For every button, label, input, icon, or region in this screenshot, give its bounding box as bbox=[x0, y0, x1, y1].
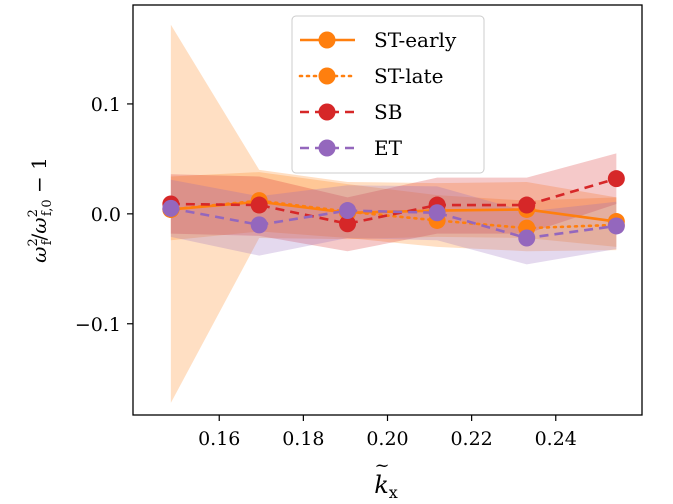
line-st-early bbox=[170, 200, 617, 223]
legend-label-st-early: ST-early bbox=[374, 28, 457, 52]
legend-label-et: ET bbox=[374, 136, 403, 160]
line-et bbox=[170, 207, 617, 240]
y-tick-label: 0.0 bbox=[91, 204, 121, 226]
line-sb bbox=[170, 177, 617, 226]
point-et bbox=[250, 216, 268, 234]
x-tick-label: 0.16 bbox=[198, 428, 240, 450]
point-et bbox=[607, 217, 625, 235]
point-et bbox=[518, 229, 536, 247]
y-axis-label: ω2f/ω2f,0 − 1 bbox=[26, 157, 55, 263]
x-tick-label: 0.22 bbox=[450, 428, 492, 450]
y-tick-label: 0.1 bbox=[91, 94, 121, 116]
x-tick-label: 0.20 bbox=[366, 428, 408, 450]
x-tick-label: 0.18 bbox=[282, 428, 324, 450]
band-et bbox=[170, 179, 617, 265]
series-lines bbox=[169, 177, 618, 240]
line-st-late bbox=[169, 199, 618, 230]
legend-label-st-late: ST-late bbox=[374, 64, 443, 88]
legend-marker-et bbox=[318, 139, 336, 157]
legend-label-sb: SB bbox=[374, 100, 402, 124]
y-tick-label: −0.1 bbox=[75, 314, 121, 336]
x-axis-label-tilde: ~ bbox=[374, 455, 389, 476]
point-sb bbox=[250, 196, 268, 214]
legend-marker-st-early bbox=[318, 31, 336, 49]
legend-marker-sb bbox=[318, 103, 336, 121]
svg-text:ω2f/ω2f,0 − 1: ω2f/ω2f,0 − 1 bbox=[26, 157, 55, 263]
series-markers bbox=[162, 170, 625, 247]
point-sb bbox=[518, 196, 536, 214]
legend-marker-st-late bbox=[318, 67, 336, 85]
point-et bbox=[428, 204, 446, 222]
y-axis-ticks: −0.1 0.0 0.1 bbox=[75, 94, 133, 336]
point-et bbox=[339, 202, 357, 220]
x-axis-ticks: 0.16 0.18 0.20 0.22 0.24 bbox=[198, 415, 577, 450]
point-sb bbox=[607, 170, 625, 188]
point-et bbox=[162, 199, 180, 217]
x-tick-label: 0.24 bbox=[535, 428, 577, 450]
legend-frame bbox=[291, 15, 485, 174]
legend: ST-early ST-late SB ET bbox=[291, 15, 485, 174]
point-sb bbox=[339, 215, 357, 233]
